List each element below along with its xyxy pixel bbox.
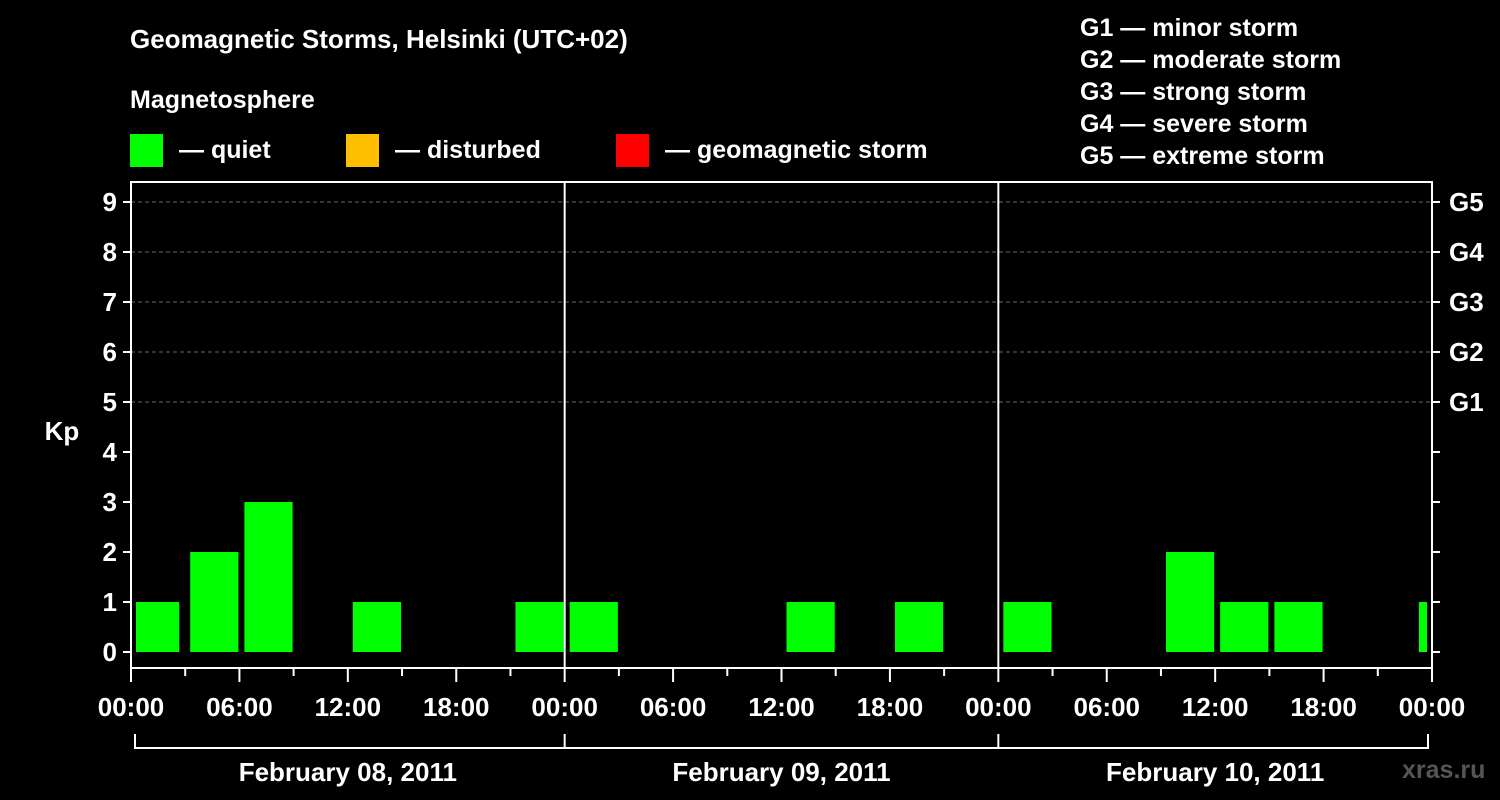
storm-scale-label: G2 [1449, 337, 1484, 367]
watermark: xras.ru [1402, 756, 1486, 784]
x-tick-label: 12:00 [748, 692, 815, 722]
storm-scale-label: G4 [1449, 237, 1484, 267]
kp-bar [190, 552, 239, 652]
legend-label-storm: — geomagnetic storm [665, 135, 928, 164]
kp-bar [786, 602, 835, 652]
y-tick-label: 6 [103, 337, 117, 367]
x-tick-label: 12:00 [315, 692, 382, 722]
x-tick-label: 00:00 [965, 692, 1032, 722]
kp-bar [894, 602, 944, 652]
legend-swatch-storm [616, 133, 649, 167]
y-tick-label: 4 [103, 437, 118, 467]
x-tick-label: 18:00 [423, 692, 490, 722]
x-tick-label: 06:00 [206, 692, 273, 722]
legend-heading: Magnetosphere [130, 86, 315, 114]
storm-level-g5: G5 — extreme storm [1080, 142, 1325, 170]
y-tick-label: 7 [103, 287, 117, 317]
kp-bar [1003, 602, 1052, 652]
x-tick-label: 12:00 [1182, 692, 1249, 722]
kp-bar [136, 602, 180, 652]
storm-level-g4: G4 — severe storm [1080, 110, 1308, 138]
x-tick-label: 18:00 [1290, 692, 1357, 722]
kp-bar [244, 502, 293, 652]
legend-swatch-disturbed [346, 133, 379, 167]
kp-bar [1220, 602, 1269, 652]
day-label: February 10, 2011 [1106, 757, 1324, 787]
storm-level-g2: G2 — moderate storm [1080, 46, 1342, 74]
day-label: February 08, 2011 [239, 757, 457, 787]
y-axis-label: Kp [45, 416, 80, 446]
y-tick-label: 3 [103, 487, 117, 517]
x-tick-label: 06:00 [1074, 692, 1141, 722]
x-tick-label: 00:00 [531, 692, 598, 722]
kp-bar [1165, 552, 1215, 652]
y-tick-label: 2 [103, 537, 117, 567]
storm-scale-label: G5 [1449, 187, 1484, 217]
plot-frame [130, 181, 1433, 669]
y-tick-label: 8 [103, 237, 117, 267]
kp-bar [352, 602, 402, 652]
y-tick-label: 1 [103, 587, 117, 617]
storm-level-g1: G1 — minor storm [1080, 14, 1299, 42]
y-tick-label: 9 [103, 187, 117, 217]
kp-bar [1418, 602, 1427, 652]
x-tick-label: 00:00 [98, 692, 165, 722]
storm-scale-label: G1 [1449, 387, 1484, 417]
kp-bar [515, 602, 564, 652]
day-label: February 09, 2011 [672, 757, 890, 787]
chart-title: Geomagnetic Storms, Helsinki (UTC+02) [130, 24, 628, 54]
storm-scale-label: G3 [1449, 287, 1484, 317]
x-tick-label: 06:00 [640, 692, 707, 722]
kp-bar [1274, 602, 1323, 652]
legend-swatch-quiet [130, 133, 163, 167]
y-tick-label: 5 [103, 387, 117, 417]
legend-label-quiet: — quiet [179, 135, 271, 164]
y-tick-label: 0 [103, 637, 117, 667]
legend-label-disturbed: — disturbed [395, 135, 541, 164]
legend-storm: — geomagnetic storm [616, 133, 928, 167]
storm-level-g3: G3 — strong storm [1080, 78, 1307, 106]
legend-quiet: — quiet [130, 133, 271, 167]
x-tick-label: 00:00 [1399, 692, 1466, 722]
legend-disturbed: — disturbed [346, 133, 541, 167]
x-tick-label: 18:00 [857, 692, 924, 722]
kp-bar [569, 602, 618, 652]
